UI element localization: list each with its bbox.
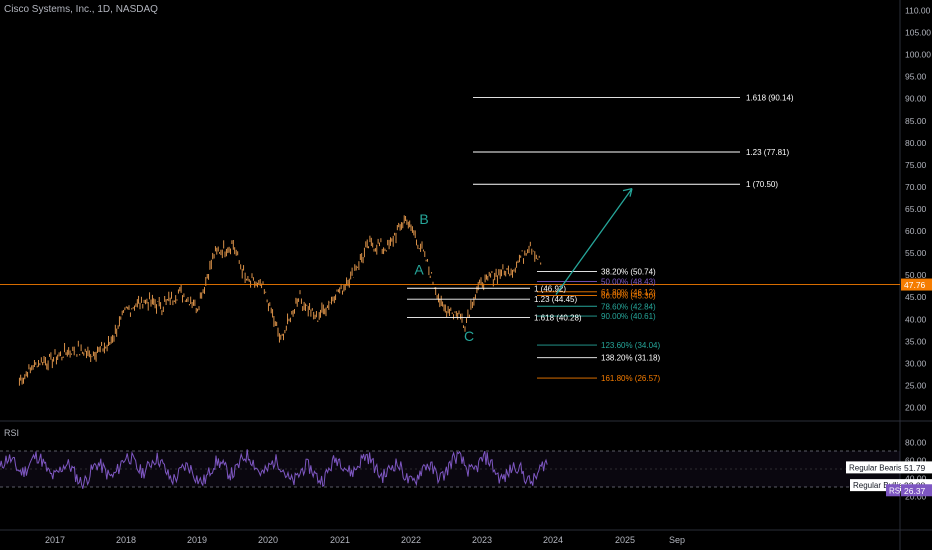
price-tick-label: 45.00 xyxy=(905,292,927,302)
price-tick-label: 75.00 xyxy=(905,160,927,170)
fib-level-label: 66.00% (45.30) xyxy=(601,291,656,300)
fib-level-label: 138.20% (31.18) xyxy=(601,354,660,363)
time-tick-label: 2019 xyxy=(187,535,207,545)
time-tick-label: Sep xyxy=(669,535,685,545)
price-tick-label: 50.00 xyxy=(905,270,927,280)
price-tick-label: 60.00 xyxy=(905,226,927,236)
fib-level-label: 78.60% (42.84) xyxy=(601,302,656,311)
rsi-badge-label: Regular Bearish xyxy=(849,463,906,472)
fib-level-label: 1.23 (44.45) xyxy=(534,295,577,304)
rsi-pane-title: RSI xyxy=(4,428,20,438)
annotations: A B C xyxy=(414,188,633,344)
time-tick-label: 2018 xyxy=(116,535,136,545)
price-tick-label: 35.00 xyxy=(905,336,927,346)
rsi-badge-tag xyxy=(886,484,900,497)
rsi-tick-label: 40.00 xyxy=(905,474,927,484)
chart-title: Cisco Systems, Inc., 1D, NASDAQ xyxy=(4,4,158,15)
price-tick-label: 25.00 xyxy=(905,380,927,390)
price-tick-label: 40.00 xyxy=(905,314,927,324)
fib-level-label: 161.80% (26.57) xyxy=(601,374,660,383)
rsi-value-badge xyxy=(901,484,932,497)
axes: 110.00 105.00 100.00 95.00 90.00 85.00 80.00 75… xyxy=(45,6,932,545)
time-tick-label: 2020 xyxy=(258,535,278,545)
rsi-tick-label: 60.00 xyxy=(905,456,927,466)
fib-level-label: 123.60% (34.04) xyxy=(601,341,660,350)
fib-level-label: 1.618 (40.28) xyxy=(534,314,582,323)
price-tick-label: 20.00 xyxy=(905,403,927,413)
price-tick-label: 105.00 xyxy=(905,28,931,38)
price-tick-label: 95.00 xyxy=(905,72,927,82)
rsi-badge-label: RSI xyxy=(889,486,902,495)
fib-level-label: 1.618 (90.14) xyxy=(746,94,794,103)
price-tick-label: 55.00 xyxy=(905,248,927,258)
price-tick-label: 100.00 xyxy=(905,50,931,60)
rsi-value-label: 26.37 xyxy=(904,486,926,496)
time-tick-label: 2025 xyxy=(615,535,635,545)
current-price-badge xyxy=(901,278,932,291)
price-tick-label: 90.00 xyxy=(905,94,927,104)
price-tick-label: 70.00 xyxy=(905,182,927,192)
fib-level-label: 38.20% (50.74) xyxy=(601,267,656,276)
projection-arrowhead xyxy=(622,188,633,197)
rsi-badge-label: Regular Bullish xyxy=(853,481,907,490)
time-tick-label: 2022 xyxy=(401,535,421,545)
wave-label-c: C xyxy=(464,328,474,344)
rsi-value-badge xyxy=(901,461,932,474)
rsi-pane xyxy=(0,449,900,489)
rsi-line xyxy=(0,449,548,489)
fib-level-label: 50.00% (48.43) xyxy=(601,278,656,287)
price-candles xyxy=(18,215,542,386)
rsi-badge-tag xyxy=(846,461,901,474)
rsi-value-label: 51.79 xyxy=(904,463,926,473)
price-tick-label: 110.00 xyxy=(905,6,931,16)
fib-levels: 1.618 (90.14) 1.23 (77.81) 1 (70.50) 38.20%… xyxy=(0,94,900,383)
wave-label-b: B xyxy=(419,211,428,227)
price-tick-label: 65.00 xyxy=(905,204,927,214)
fib-level-label: 1 (46.92) xyxy=(534,284,566,293)
fib-level-label: 1.23 (77.81) xyxy=(746,148,789,157)
fib-level-label: 61.80% (46.12) xyxy=(601,288,656,297)
time-tick-label: 2023 xyxy=(472,535,492,545)
projection-arrow xyxy=(555,188,633,295)
price-tick-label: 85.00 xyxy=(905,116,927,126)
time-tick-label: 2024 xyxy=(543,535,563,545)
rsi-tick-label: 20.00 xyxy=(905,492,927,502)
price-tick-label: 30.00 xyxy=(905,358,927,368)
time-tick-label: 2021 xyxy=(330,535,350,545)
fib-level-label: 1 (70.50) xyxy=(746,180,778,189)
time-tick-label: 2017 xyxy=(45,535,65,545)
rsi-tick-label: 80.00 xyxy=(905,438,927,448)
price-tick-label: 80.00 xyxy=(905,138,927,148)
wave-label-a: A xyxy=(414,262,424,278)
fib-level-label: 90.00% (40.61) xyxy=(601,312,656,321)
current-price-label: 47.76 xyxy=(904,280,926,290)
